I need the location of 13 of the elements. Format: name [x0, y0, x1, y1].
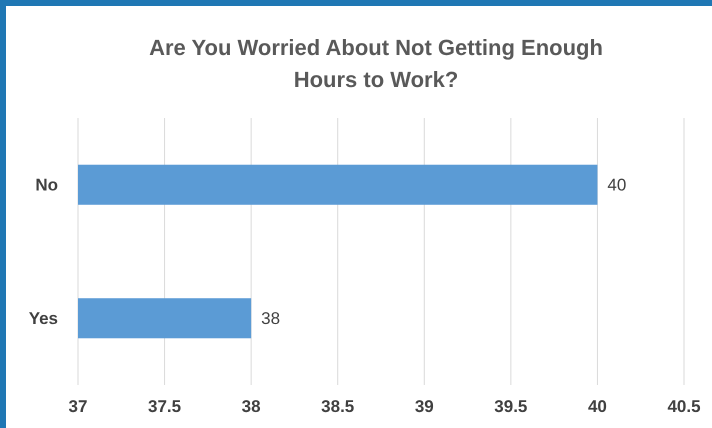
data-label: 38: [261, 309, 280, 328]
x-tick-label: 37: [68, 397, 88, 416]
x-tick-label: 38: [242, 397, 261, 416]
data-label: 40: [607, 176, 626, 195]
y-tick-label: Yes: [28, 309, 58, 328]
x-tick-label: 37.5: [148, 397, 182, 416]
x-tick-label: 39.5: [494, 397, 528, 416]
x-tick-label: 40: [588, 397, 607, 416]
chart-title: Are You Worried About Not Getting Enough Hours to Work?: [149, 35, 603, 92]
x-tick-label: 39: [414, 397, 434, 416]
y-tick-label: No: [35, 176, 58, 195]
x-tick-label: 40.5: [667, 397, 701, 416]
x-tick-label: 38.5: [321, 397, 354, 416]
